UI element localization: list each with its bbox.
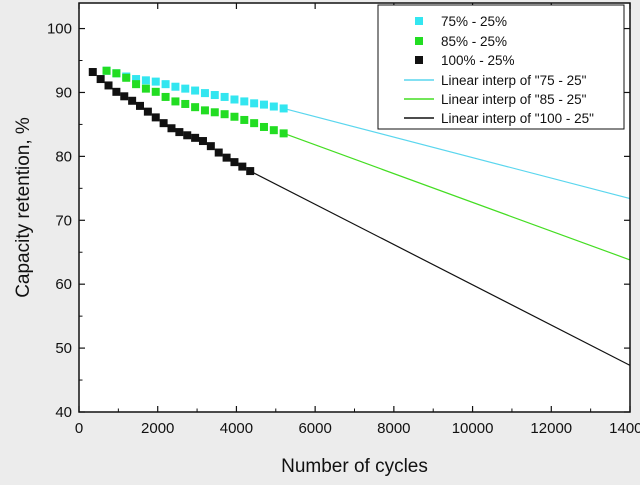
legend-box [377, 4, 625, 130]
data-point [141, 76, 150, 85]
legend-marker [415, 56, 423, 64]
y-axis-label: Capacity retention, % [13, 117, 34, 298]
data-point [112, 69, 121, 78]
data-point [132, 80, 141, 89]
data-point [159, 119, 168, 128]
data-point [120, 92, 129, 101]
data-point [259, 122, 268, 131]
data-point [151, 113, 160, 122]
legend-marker [415, 37, 423, 45]
data-point [88, 68, 97, 77]
x-tick-label: 6000 [298, 420, 331, 437]
x-tick-label: 10000 [452, 420, 494, 437]
data-point [230, 158, 239, 167]
data-point [102, 66, 111, 75]
data-point [191, 86, 200, 95]
data-point [171, 97, 180, 106]
data-point [151, 87, 160, 96]
legend-label: 85% - 25% [441, 34, 507, 49]
data-point [230, 112, 239, 121]
series-line [249, 170, 631, 366]
x-tick-label: 8000 [377, 420, 410, 437]
data-point [128, 96, 137, 105]
legend-label: Linear interp of "85 - 25" [441, 92, 587, 107]
data-point [191, 133, 200, 142]
x-tick-label: 2000 [141, 420, 174, 437]
data-point [250, 99, 259, 108]
data-point [214, 148, 223, 157]
data-point [222, 153, 231, 162]
data-point [240, 97, 249, 106]
data-point [220, 92, 229, 101]
data-point [191, 103, 200, 112]
data-point [122, 73, 131, 82]
legend-label: 100% - 25% [441, 53, 515, 68]
legend-marker [415, 17, 423, 25]
y-tick-label: 60 [55, 276, 72, 293]
legend-label: Linear interp of "100 - 25" [441, 111, 594, 126]
y-tick-label: 70 [55, 212, 72, 229]
x-axis-label: Number of cycles [281, 456, 428, 477]
y-tick-label: 90 [55, 84, 72, 101]
data-point [269, 102, 278, 111]
data-point [151, 77, 160, 86]
data-point [143, 107, 152, 116]
data-point [279, 104, 288, 113]
x-tick-label: 0 [75, 420, 83, 437]
legend-label: 75% - 25% [441, 14, 507, 29]
data-point [161, 92, 170, 101]
series-line [283, 132, 631, 261]
series-line [283, 107, 631, 200]
data-point [183, 131, 192, 140]
data-point [259, 100, 268, 109]
y-tick-label: 80 [55, 148, 72, 165]
data-point [132, 75, 141, 84]
data-point [104, 81, 113, 90]
data-point [200, 106, 209, 115]
data-point [200, 89, 209, 98]
data-point [136, 101, 145, 110]
x-tick-label: 12000 [530, 420, 572, 437]
y-tick-label: 50 [55, 340, 72, 357]
x-tick-label: 14000 [609, 420, 640, 437]
data-point [246, 167, 255, 176]
data-point [220, 110, 229, 119]
y-tick-label: 100 [47, 21, 72, 38]
legend: 75% - 25% 85% - 25% 100% - 25% Linear inter… [377, 4, 625, 130]
data-point [230, 95, 239, 104]
data-layer [88, 66, 631, 366]
data-point [250, 119, 259, 128]
data-point [269, 126, 278, 135]
data-point [210, 91, 219, 100]
axes: 0 2000 4000 6000 8000 10000 12000 14000 40 50 60 70… [47, 3, 640, 437]
data-point [171, 82, 180, 91]
legend-label: Linear interp of "75 - 25" [441, 73, 587, 88]
data-point [161, 80, 170, 89]
data-point [175, 128, 184, 137]
y-tick-label: 40 [55, 404, 72, 421]
data-point [141, 84, 150, 93]
data-point [96, 75, 105, 84]
data-point [167, 124, 176, 133]
data-point [240, 115, 249, 124]
data-point [181, 84, 190, 93]
data-point [279, 129, 288, 138]
data-point [198, 137, 207, 146]
x-tick-label: 4000 [220, 420, 253, 437]
data-point [112, 87, 121, 96]
data-point [206, 142, 215, 151]
data-point [238, 162, 247, 171]
data-point [210, 108, 219, 117]
data-point [181, 99, 190, 108]
